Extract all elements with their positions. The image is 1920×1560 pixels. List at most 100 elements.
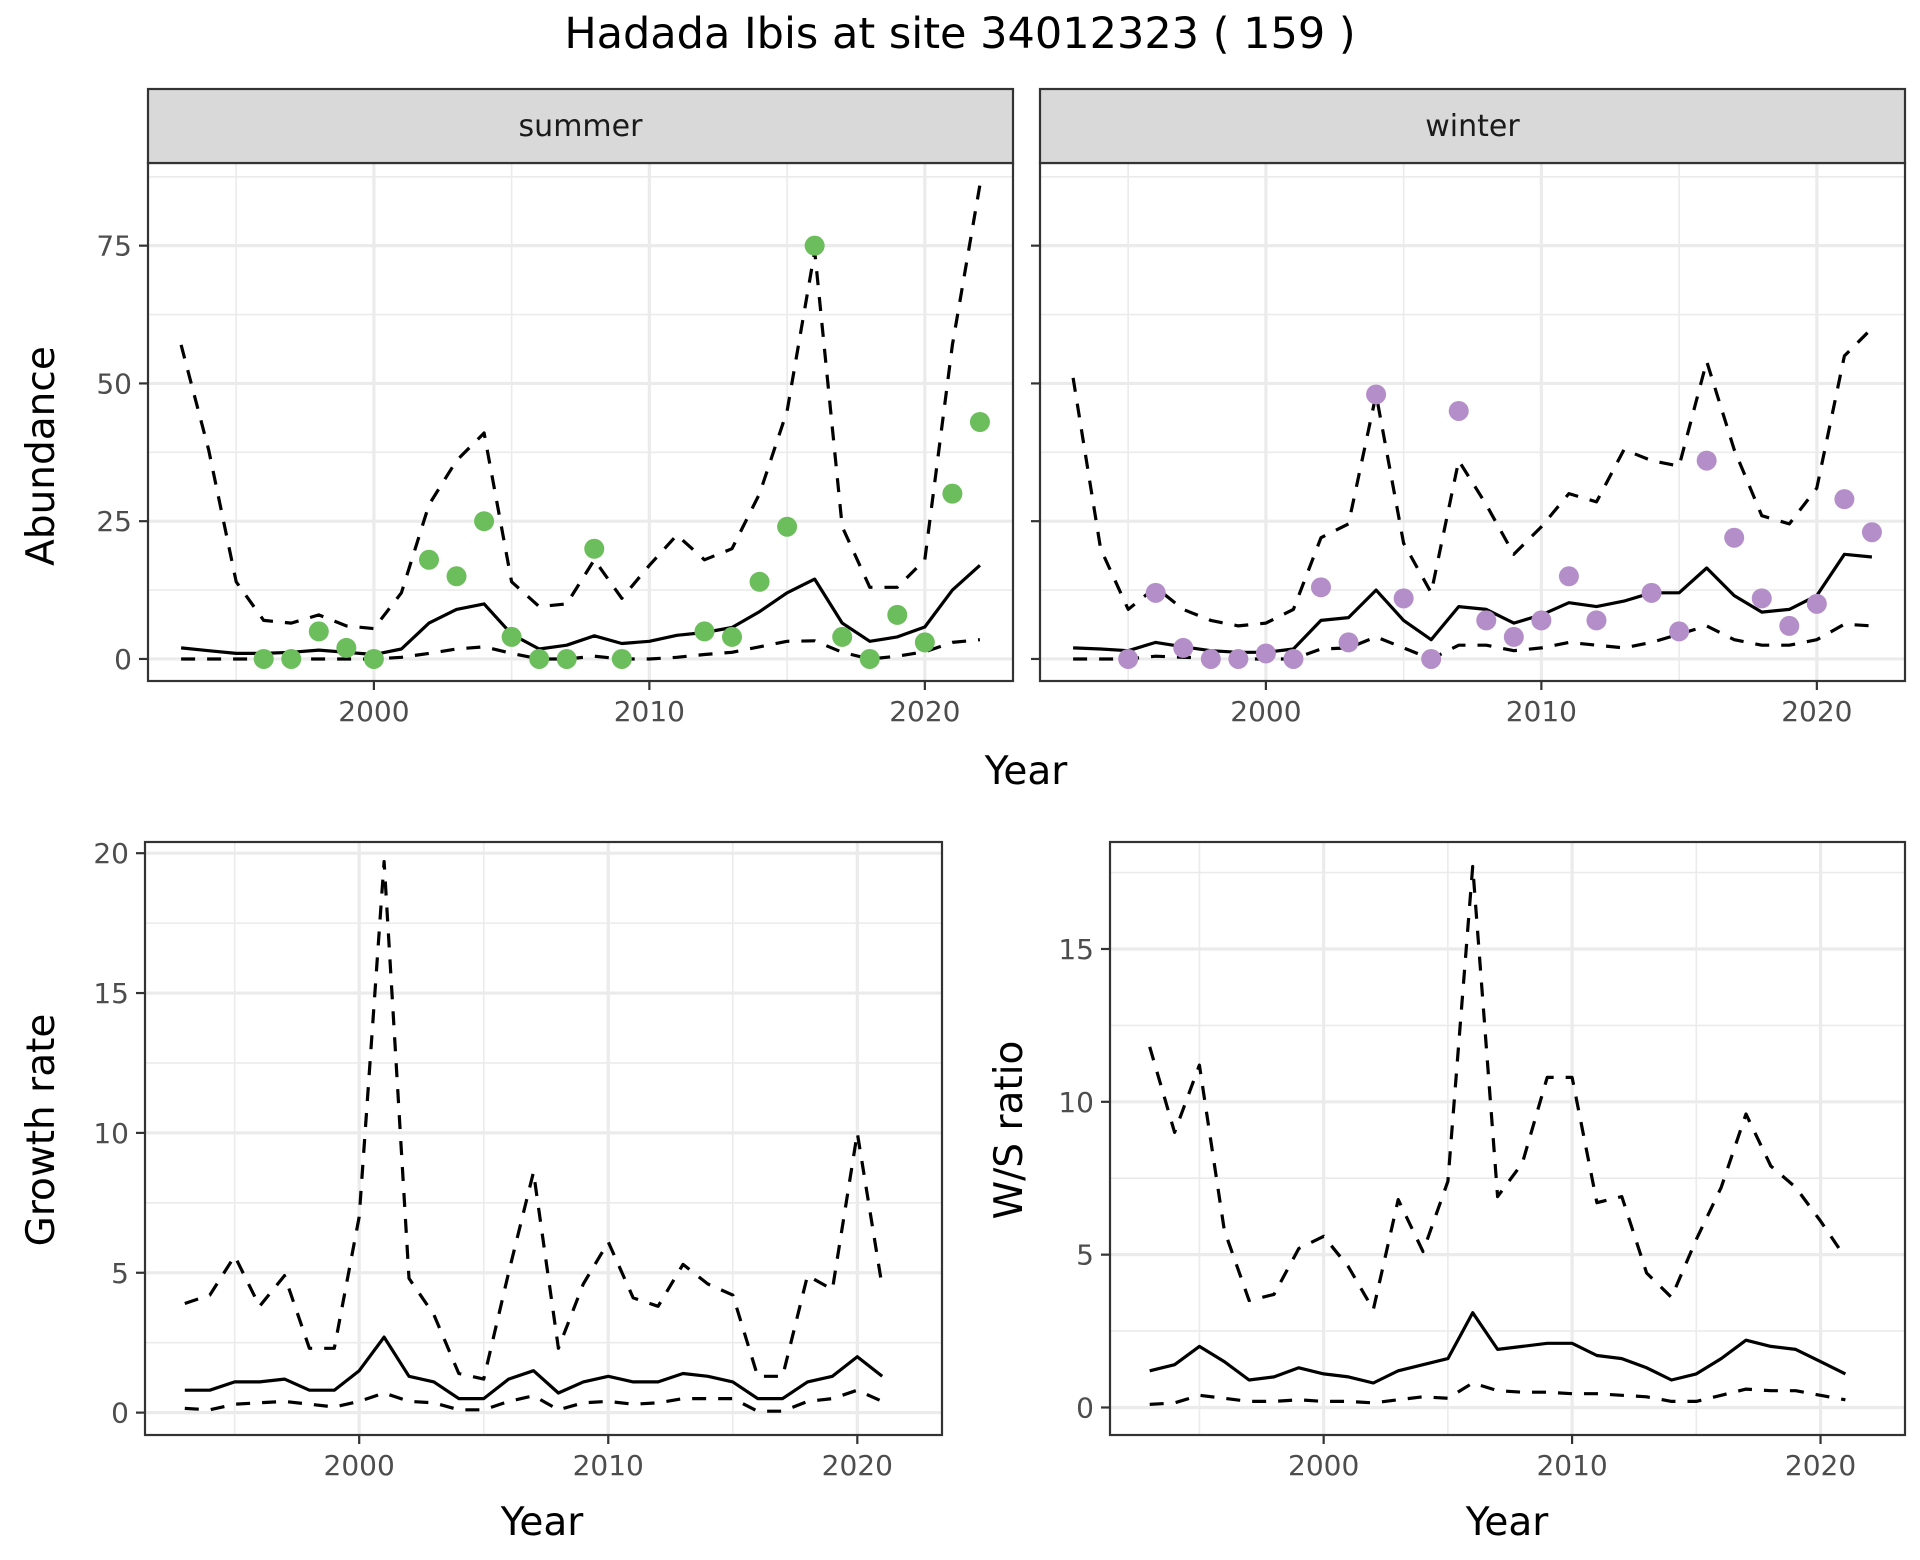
series-line-estimate <box>180 564 981 657</box>
data-point <box>308 621 329 642</box>
series-line-upper <box>1148 864 1847 1312</box>
x-tick-label: 2000 <box>338 695 409 728</box>
data-point <box>1448 400 1469 421</box>
x-tick-label: 2000 <box>1230 695 1301 728</box>
x-tick-label: 2010 <box>614 695 685 728</box>
data-point <box>1421 648 1442 669</box>
data-point <box>1586 610 1607 631</box>
y-tick-label: 0 <box>1076 1391 1094 1424</box>
series-line-lower <box>181 638 981 661</box>
series-line-upper <box>184 859 884 1381</box>
data-point <box>611 648 632 669</box>
data-point <box>1696 450 1717 471</box>
data-point <box>1779 615 1800 636</box>
data-point <box>1283 648 1304 669</box>
data-point <box>1310 577 1331 598</box>
data-point <box>1200 648 1221 669</box>
y-tick-label: 20 <box>93 837 129 870</box>
data-point <box>1228 648 1249 669</box>
series-line-estimate <box>184 1335 884 1401</box>
x-tick-label: 2020 <box>1785 1449 1856 1482</box>
series-line-upper <box>179 184 982 631</box>
data-point <box>887 604 908 625</box>
ratio-y-axis-title: W/S ratio <box>987 1041 1032 1220</box>
plot-background <box>1040 163 1905 681</box>
data-point <box>749 571 770 592</box>
x-tick-label: 2010 <box>573 1449 644 1482</box>
panel-border <box>143 840 944 1437</box>
data-point <box>859 648 880 669</box>
y-tick-label: 10 <box>1058 1086 1094 1119</box>
data-point <box>777 516 798 537</box>
data-point <box>501 626 522 647</box>
data-point <box>942 483 963 504</box>
data-point <box>694 621 715 642</box>
data-point <box>1338 632 1359 653</box>
data-point <box>1531 610 1552 631</box>
data-point <box>1393 588 1414 609</box>
data-point <box>914 632 935 653</box>
data-point <box>1145 582 1166 603</box>
top-y-axis-title: Abundance <box>19 346 64 566</box>
series-line-lower <box>184 1388 883 1413</box>
data-point <box>969 412 990 432</box>
data-point <box>529 648 550 669</box>
data-point <box>1861 522 1882 543</box>
x-tick-label: 2020 <box>889 695 960 728</box>
x-tick-label: 2020 <box>1781 695 1852 728</box>
data-point <box>474 511 495 532</box>
facet-strip-label: winter <box>1425 109 1520 144</box>
data-point <box>1834 489 1855 510</box>
y-tick-label: 15 <box>1058 933 1094 966</box>
data-point <box>1476 610 1497 631</box>
data-point <box>584 538 605 559</box>
y-tick-label: 50 <box>96 367 132 400</box>
y-tick-label: 0 <box>114 643 132 676</box>
y-tick-label: 10 <box>93 1117 129 1150</box>
panel-winter: winter 2000 2010 2020 <box>1031 87 1907 728</box>
data-point <box>804 235 825 256</box>
y-tick-label: 5 <box>111 1257 129 1290</box>
panel-ws-ratio: 2000 2010 2020 0 5 10 15 <box>1058 840 1907 1482</box>
data-point <box>1503 626 1524 647</box>
y-tick-label: 0 <box>111 1397 129 1430</box>
data-point <box>1173 637 1194 658</box>
growth-x-axis-title: Year <box>500 1500 585 1545</box>
y-tick-label: 15 <box>93 977 129 1010</box>
data-point <box>336 637 357 658</box>
data-point <box>1641 582 1662 603</box>
top-x-axis-title: Year <box>984 749 1069 794</box>
growth-y-axis-title: Growth rate <box>19 1014 64 1247</box>
figure-title: Hadada Ibis at site 34012323 ( 159 ) <box>564 9 1355 59</box>
series-line-estimate <box>1149 1311 1847 1385</box>
y-tick-label: 75 <box>96 230 132 263</box>
series-line-lower <box>1149 1381 1846 1406</box>
data-point <box>418 549 439 570</box>
data-point <box>281 648 302 669</box>
plot-background <box>145 842 942 1435</box>
data-point <box>1255 643 1276 664</box>
data-point <box>1751 588 1772 609</box>
x-tick-label: 2000 <box>324 1449 395 1482</box>
data-point <box>1558 566 1579 587</box>
data-point <box>253 648 274 669</box>
data-point <box>832 626 853 647</box>
panel-summer: summer 2000 2010 2020 0 25 50 75 <box>96 87 1015 728</box>
plot-background <box>148 163 1013 681</box>
data-point <box>722 626 743 647</box>
ratio-x-axis-title: Year <box>1465 1500 1550 1545</box>
data-point <box>1669 621 1690 642</box>
y-tick-label: 5 <box>1076 1239 1094 1272</box>
panel-growth-rate: 2000 2010 2020 0 5 10 15 20 <box>93 837 944 1482</box>
facet-strip <box>146 87 1015 165</box>
plot-background <box>1110 842 1905 1435</box>
data-point <box>1806 593 1827 614</box>
data-point <box>556 648 577 669</box>
facet-strip-label: summer <box>519 109 644 144</box>
data-point <box>1724 527 1745 548</box>
data-point <box>363 648 384 669</box>
data-point <box>1118 648 1139 669</box>
data-point <box>1366 384 1387 405</box>
facet-strip <box>1038 87 1907 165</box>
